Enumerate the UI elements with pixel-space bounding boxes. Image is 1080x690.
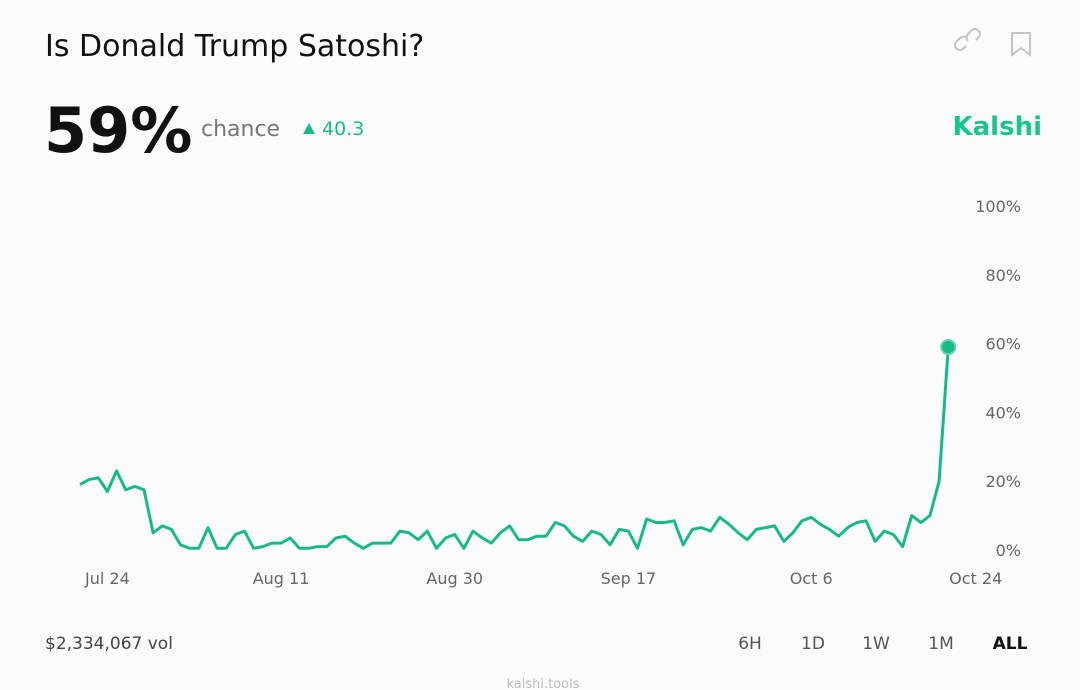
y-tick-label: 40% — [985, 403, 1021, 422]
up-arrow — [303, 123, 315, 134]
y-tick-label: 0% — [996, 541, 1021, 560]
link-icon[interactable] — [954, 28, 981, 51]
x-tick-label: Oct 24 — [949, 569, 1002, 588]
range-button[interactable]: 1M — [928, 634, 953, 654]
x-tick-label: Sep 17 — [601, 569, 657, 588]
current-point — [940, 339, 957, 356]
range-button[interactable]: ALL — [993, 634, 1028, 654]
y-tick-label: 100% — [975, 197, 1021, 216]
x-tick-label: Aug 11 — [253, 569, 310, 588]
y-tick-label: 60% — [985, 335, 1021, 354]
change-value: 40.3 — [322, 118, 364, 140]
range-button[interactable]: 1W — [862, 634, 890, 654]
x-tick-label: Aug 30 — [426, 569, 483, 588]
chance-label: chance — [201, 117, 280, 142]
bookmark-icon[interactable] — [1011, 32, 1031, 58]
price-line — [79, 346, 950, 550]
market-title: Is Donald Trump Satoshi? — [45, 29, 424, 64]
y-tick-label: 20% — [985, 472, 1021, 491]
x-tick-label: Oct 6 — [790, 569, 833, 588]
range-button[interactable]: 6H — [738, 634, 762, 654]
range-button[interactable]: 1D — [801, 634, 825, 654]
x-tick-label: Jul 24 — [84, 569, 130, 588]
chance-value: 59% — [44, 94, 192, 167]
volume: $2,334,067 vol — [45, 634, 173, 654]
brand: Kalshi — [952, 112, 1042, 142]
watermark: kalshi.tools — [506, 677, 579, 690]
y-tick-label: 80% — [985, 266, 1021, 285]
